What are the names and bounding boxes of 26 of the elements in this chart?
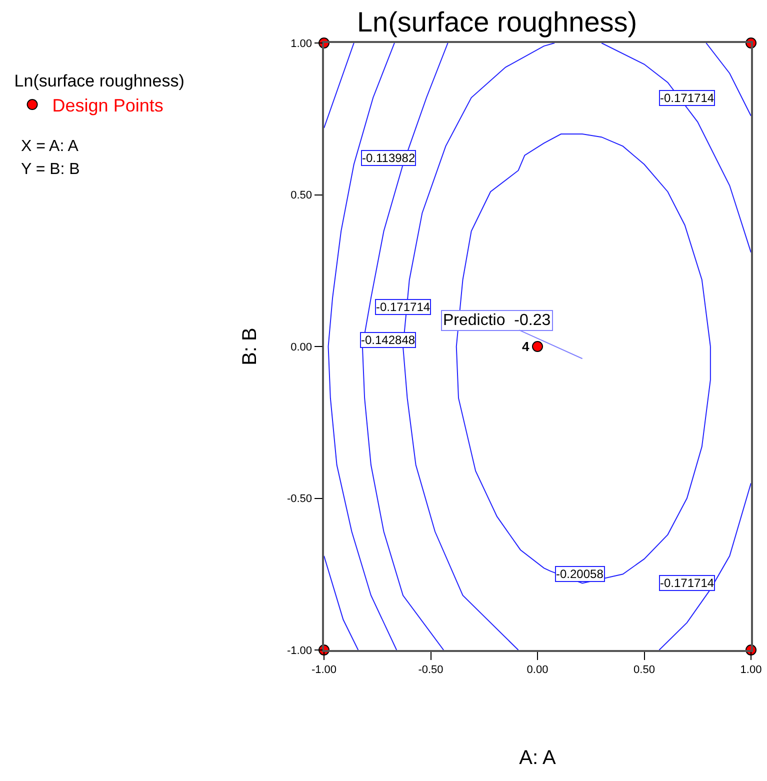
text: Y = B: B xyxy=(21,161,80,178)
x-tick-label: -1.00 xyxy=(311,664,337,676)
text: X = A: A xyxy=(21,138,79,155)
x-tick-label: 0.00 xyxy=(526,664,548,676)
annotation: 4 xyxy=(522,339,530,354)
y-tick-label: 0.00 xyxy=(290,341,312,354)
x-tick-label: 1.00 xyxy=(740,664,762,676)
annotation: -0.20058 xyxy=(556,567,604,581)
x-tick-label: 0.50 xyxy=(634,664,655,676)
point xyxy=(532,341,543,352)
y-tick-label: -1.00 xyxy=(286,644,312,657)
annotation: Predictio -0.23 xyxy=(443,312,551,329)
x-tick-label: -0.50 xyxy=(418,664,444,676)
legend-title: Ln(surface roughness) xyxy=(14,71,184,90)
annotation: -0.171714 xyxy=(660,576,714,590)
y-tick-label: -0.50 xyxy=(286,493,312,506)
y-tick-label: 1.00 xyxy=(290,38,312,50)
annotation: -0.113982 xyxy=(362,151,416,165)
x-axis-title: A: A xyxy=(519,746,556,769)
annotation: -0.171714 xyxy=(660,91,714,105)
chart-title: Ln(surface roughness) xyxy=(356,6,638,38)
y-tick-label: 0.50 xyxy=(290,190,312,202)
legend-label: Design Points xyxy=(52,96,164,116)
annotation: -0.171714 xyxy=(376,300,430,314)
annotation: -0.142848 xyxy=(361,333,416,347)
y-axis-title: B: B xyxy=(238,328,261,366)
